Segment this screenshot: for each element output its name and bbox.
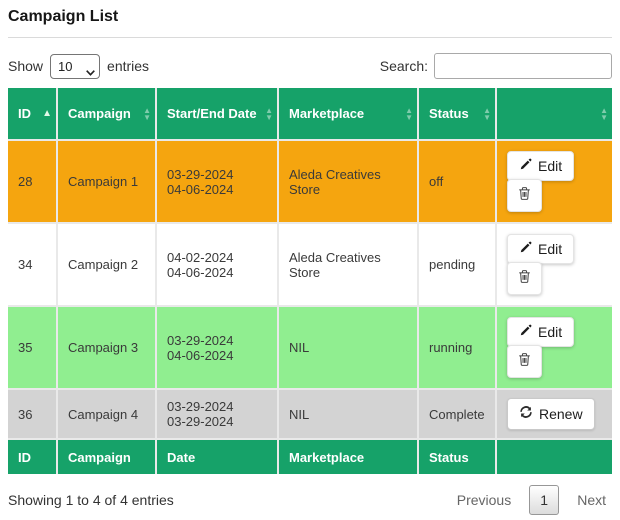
cell-status: running [417,305,497,390]
cell-status: off [417,139,497,224]
column-header-actions[interactable]: ▲ ▼ [495,88,612,141]
trash-icon [518,269,531,288]
table-controls: Show 10 entries Search: [8,53,612,79]
cell-campaign: Campaign 3 [56,305,157,390]
delete-button[interactable] [507,345,542,378]
cell-status: Complete [417,388,497,440]
search-control: Search: [380,53,612,79]
cell-dates: 03-29-2024 04-06-2024 [155,139,279,224]
table-bottom-bar: Showing 1 to 4 of 4 entries Previous 1 N… [8,485,612,515]
previous-page-button[interactable]: Previous [456,492,512,508]
cell-dates: 04-02-2024 04-06-2024 [155,222,279,307]
footer-cell-actions [495,438,612,474]
renew-button[interactable]: Renew [507,398,595,430]
trash-icon [518,352,531,371]
column-header-status[interactable]: Status ▲ ▼ [417,88,497,141]
sort-icon: ▲ ▼ [405,105,413,122]
footer-cell-date: Date [155,438,279,474]
sort-icon: ▲ ▼ [265,105,273,122]
search-input[interactable] [434,53,612,79]
cell-marketplace: Aleda Creatives Store [277,139,419,224]
table-foot: ID Campaign Date Marketplace Status [8,438,612,474]
column-header-marketplace[interactable]: Marketplace ▲ ▼ [277,88,419,141]
pencil-icon [519,240,532,258]
cell-id: 35 [8,305,58,390]
table-row: 35 Campaign 3 03-29-2024 04-06-2024 NIL … [8,305,612,390]
cell-actions: Edit [495,305,612,390]
divider [8,37,612,38]
cell-campaign: Campaign 1 [56,139,157,224]
page-title: Campaign List [8,8,119,25]
next-page-button[interactable]: Next [577,492,606,508]
cell-id: 36 [8,388,58,440]
table-row: 28 Campaign 1 03-29-2024 04-06-2024 Aled… [8,139,612,224]
table-head: ID ▲▼ Campaign ▲▼ Start/End Date ▲▼ Mark… [8,88,612,141]
campaign-table: ID ▲▼ Campaign ▲▼ Start/End Date ▲▼ Mark… [8,88,612,474]
cell-campaign: Campaign 4 [56,388,157,440]
cell-dates: 03-29-2024 03-29-2024 [155,388,279,440]
cell-id: 28 [8,139,58,224]
footer-row: ID Campaign Date Marketplace Status [8,438,612,474]
show-label: Show [8,58,44,74]
cell-marketplace: NIL [277,305,419,390]
table-row: 36 Campaign 4 03-29-2024 03-29-2024 NIL … [8,388,612,440]
refresh-icon [519,405,533,423]
page-length-select-wrap: 10 [50,53,101,79]
header-row: ID ▲▼ Campaign ▲▼ Start/End Date ▲▼ Mark… [8,88,612,141]
cell-marketplace: NIL [277,388,419,440]
sort-asc-icon: ▲▼ [42,107,52,119]
pencil-icon [519,157,532,175]
cell-status: pending [417,222,497,307]
footer-cell-marketplace: Marketplace [277,438,419,474]
column-header-dates[interactable]: Start/End Date ▲ ▼ [155,88,279,141]
trash-icon [518,186,531,205]
pencil-icon [519,323,532,341]
pagination: Previous 1 Next [451,485,612,515]
column-header-campaign[interactable]: Campaign ▲ ▼ [56,88,157,141]
cell-actions: Renew [495,388,612,440]
cell-id: 34 [8,222,58,307]
edit-button[interactable]: Edit [507,317,575,347]
entries-label: entries [107,58,150,74]
table-body: 28 Campaign 1 03-29-2024 04-06-2024 Aled… [8,139,612,440]
footer-cell-status: Status [417,438,497,474]
page-number-button[interactable]: 1 [529,485,560,515]
page-length-select[interactable]: 10 [50,53,101,79]
footer-cell-id: ID [8,438,58,474]
cell-marketplace: Aleda Creatives Store [277,222,419,307]
table-row: 34 Campaign 2 04-02-2024 04-06-2024 Aled… [8,222,612,307]
footer-cell-campaign: Campaign [56,438,157,474]
sort-icon: ▲ ▼ [143,105,151,122]
sort-icon: ▲ ▼ [483,105,491,122]
sort-icon: ▲ ▼ [600,105,608,122]
delete-button[interactable] [507,262,542,295]
cell-actions: Edit [495,139,612,224]
search-label: Search: [379,58,428,74]
cell-dates: 03-29-2024 04-06-2024 [155,305,279,390]
edit-button[interactable]: Edit [507,151,575,181]
column-header-id[interactable]: ID ▲▼ [8,88,58,141]
cell-campaign: Campaign 2 [56,222,157,307]
delete-button[interactable] [507,179,542,212]
edit-button[interactable]: Edit [507,234,575,264]
cell-actions: Edit [495,222,612,307]
entries-info: Showing 1 to 4 of 4 entries [8,492,174,508]
page-length-control: Show 10 entries [8,53,150,79]
